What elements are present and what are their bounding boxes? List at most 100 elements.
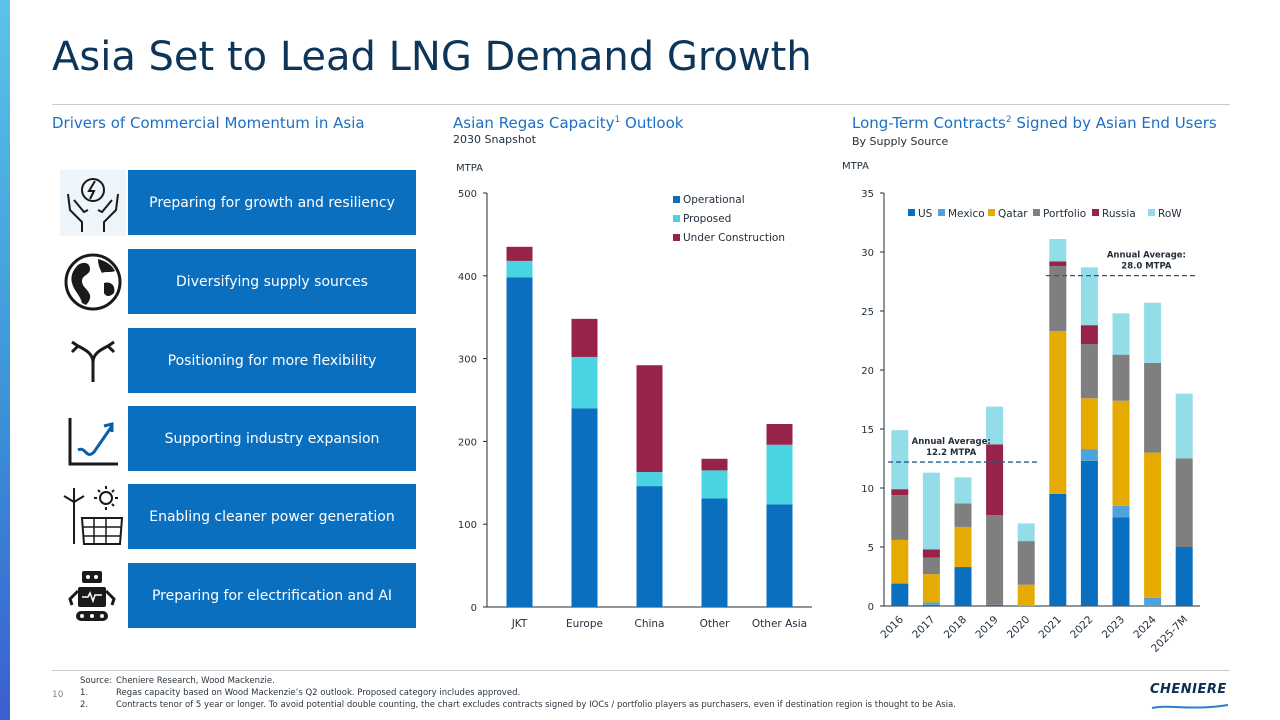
y-tick-label: 0 xyxy=(868,602,874,613)
bar-proposed xyxy=(506,260,533,278)
bar-operational xyxy=(766,504,793,607)
driver-industry-expansion: Supporting industry expansion xyxy=(128,406,416,471)
bar-row xyxy=(986,406,1004,445)
y-tick-label: 200 xyxy=(458,437,477,448)
legend-label: Portfolio xyxy=(1043,208,1086,220)
bar-row xyxy=(1175,393,1193,459)
bar-qatar xyxy=(954,526,972,568)
footer-divider xyxy=(52,670,1230,671)
y-tick-label: 5 xyxy=(868,543,874,554)
growth-chart-icon xyxy=(60,406,126,472)
bar-qatar xyxy=(1112,400,1130,506)
x-tick-label: 2017 xyxy=(910,614,937,641)
bar-mexico xyxy=(1144,597,1162,606)
bar-us xyxy=(1112,517,1130,606)
bar-us xyxy=(986,604,1004,606)
regas-y-unit: MTPA xyxy=(456,163,483,174)
legend-swatch xyxy=(673,234,680,241)
bar-operational xyxy=(506,277,533,607)
legend-swatch xyxy=(673,215,680,222)
legend-swatch xyxy=(938,209,945,216)
bar-row xyxy=(891,430,909,490)
x-tick-label: Other Asia xyxy=(752,618,807,630)
x-tick-label: 2018 xyxy=(942,614,969,641)
legend-swatch xyxy=(673,196,680,203)
legend-swatch xyxy=(1033,209,1040,216)
driver-flexibility: Positioning for more flexibility xyxy=(128,328,416,393)
bar-us xyxy=(954,567,972,606)
x-tick-label: 2023 xyxy=(1100,614,1127,641)
bar-proposed xyxy=(701,470,728,499)
legend-swatch xyxy=(1148,209,1155,216)
legend-label: US xyxy=(918,208,933,220)
driver-growth-resiliency: Preparing for growth and resiliency xyxy=(128,170,416,235)
legend-swatch xyxy=(1092,209,1099,216)
x-tick-label: 2021 xyxy=(1037,614,1064,641)
bar-portfolio xyxy=(954,503,972,527)
page-number: 10 xyxy=(52,690,64,700)
bar-russia xyxy=(1049,261,1067,267)
bar-qatar xyxy=(1017,584,1035,606)
bar-us xyxy=(1080,460,1098,606)
bar-portfolio xyxy=(1144,362,1162,453)
bar-row xyxy=(1080,267,1098,326)
average-label: Annual Average: xyxy=(912,437,991,447)
bar-row xyxy=(1144,302,1162,363)
bar-portfolio xyxy=(986,515,1004,605)
bar-operational xyxy=(571,408,598,607)
bar-portfolio xyxy=(1175,458,1193,547)
contracts-chart-subtitle: By Supply Source xyxy=(852,135,949,148)
bar-under-construction xyxy=(701,458,728,471)
driver-cleaner-power: Enabling cleaner power generation xyxy=(128,484,416,549)
bar-qatar xyxy=(1049,331,1067,494)
bar-mexico xyxy=(1112,505,1130,518)
bar-russia xyxy=(1080,325,1098,345)
legend-label: Russia xyxy=(1102,208,1136,220)
y-tick-label: 0 xyxy=(471,603,477,614)
bar-row xyxy=(1017,523,1035,542)
bar-row xyxy=(1049,239,1067,262)
x-tick-label: Europe xyxy=(566,618,603,630)
bar-qatar xyxy=(1080,398,1098,450)
bar-portfolio xyxy=(922,557,940,575)
x-tick-label: 2019 xyxy=(973,614,1000,641)
legend-label: Qatar xyxy=(998,208,1028,220)
legend-swatch xyxy=(988,209,995,216)
bar-russia xyxy=(891,489,909,496)
x-tick-label: China xyxy=(635,618,665,630)
bar-operational xyxy=(701,498,728,607)
average-value: 28.0 MTPA xyxy=(1121,262,1172,272)
y-tick-label: 20 xyxy=(861,366,874,377)
bar-us xyxy=(1175,547,1193,606)
bar-qatar xyxy=(1144,452,1162,598)
title-divider xyxy=(52,104,1230,105)
y-tick-label: 10 xyxy=(861,484,874,495)
x-tick-label: 2024 xyxy=(1131,613,1159,641)
hands-lightning-icon xyxy=(60,170,126,236)
y-tick-label: 30 xyxy=(861,248,874,259)
bar-under-construction xyxy=(636,365,663,473)
bar-portfolio xyxy=(1112,354,1130,401)
legend-label: Under Construction xyxy=(683,232,785,244)
y-tick-label: 35 xyxy=(861,189,874,200)
bar-portfolio xyxy=(1049,266,1067,332)
bar-row xyxy=(954,477,972,504)
regas-chart-title: Asian Regas Capacity1 Outlook xyxy=(453,114,684,132)
y-tick-label: 400 xyxy=(458,272,477,283)
y-tick-label: 25 xyxy=(861,307,874,318)
legend-label: Mexico xyxy=(948,208,985,220)
legend-label: RoW xyxy=(1158,208,1182,220)
bar-qatar xyxy=(922,574,940,603)
wind-solar-icon xyxy=(60,484,126,550)
footnote-2: 2. Contracts tenor of 5 year or longer. T… xyxy=(80,700,956,710)
page-title: Asia Set to Lead LNG Demand Growth xyxy=(52,34,812,80)
x-tick-label: JKT xyxy=(511,618,528,630)
y-tick-label: 15 xyxy=(861,425,874,436)
x-tick-label: Other xyxy=(700,618,730,630)
bar-us xyxy=(1049,493,1067,606)
y-tick-label: 100 xyxy=(458,520,477,531)
contracts-y-unit: MTPA xyxy=(842,161,869,172)
bar-us xyxy=(891,583,909,606)
driver-diversifying-supply: Diversifying supply sources xyxy=(128,249,416,314)
